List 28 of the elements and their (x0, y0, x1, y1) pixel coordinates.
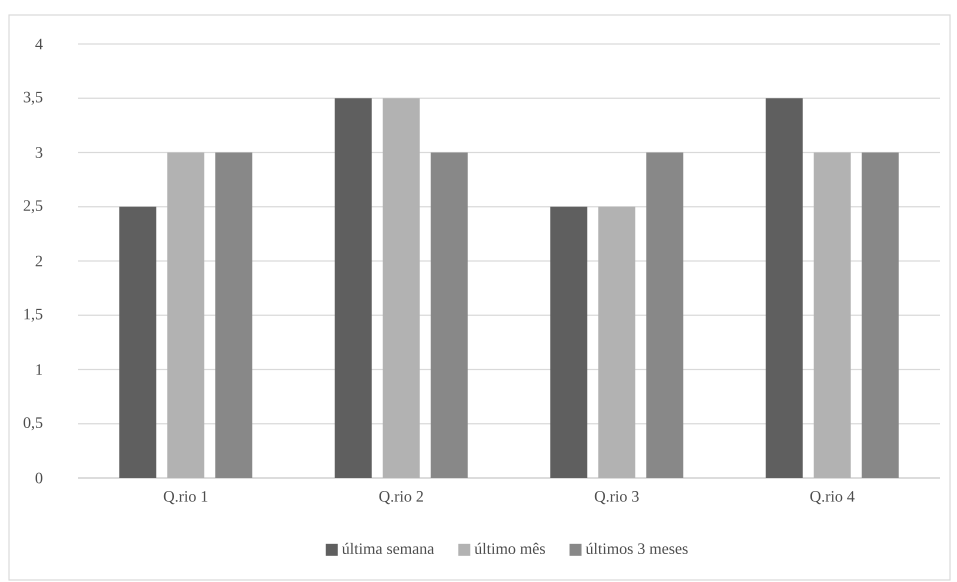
y-tick-label: 3,5 (24, 92, 42, 105)
bar (814, 152, 851, 478)
x-tick-label: Q.rio 3 (594, 491, 639, 504)
x-tick-label: Q.rio 4 (810, 491, 855, 504)
bar (382, 98, 420, 478)
legend-label: últimos 3 meses (586, 542, 688, 554)
bar (550, 206, 588, 478)
x-tick-label: Q.rio 1 (164, 491, 208, 504)
y-tick-label: 1,5 (24, 308, 42, 322)
bar (598, 206, 636, 478)
y-tick-label: 0 (36, 472, 42, 484)
y-tick-label: 2 (36, 256, 42, 266)
bar (766, 98, 803, 478)
y-tick-label: 1 (36, 364, 42, 375)
y-tick-label: 2,5 (24, 200, 42, 214)
y-tick-label: 3 (36, 147, 42, 158)
bar (334, 98, 372, 478)
legend-label: último mês (474, 542, 545, 554)
x-tick-label: Q.rio 2 (379, 491, 423, 504)
legend-label: última semana (342, 542, 434, 554)
bar (119, 206, 156, 478)
bar (167, 152, 204, 478)
y-tick-label: 0,5 (24, 417, 42, 430)
bar (430, 152, 468, 478)
y-tick-label: 4 (35, 38, 43, 50)
bar (862, 152, 899, 478)
bar (215, 152, 252, 478)
bar (646, 152, 684, 478)
